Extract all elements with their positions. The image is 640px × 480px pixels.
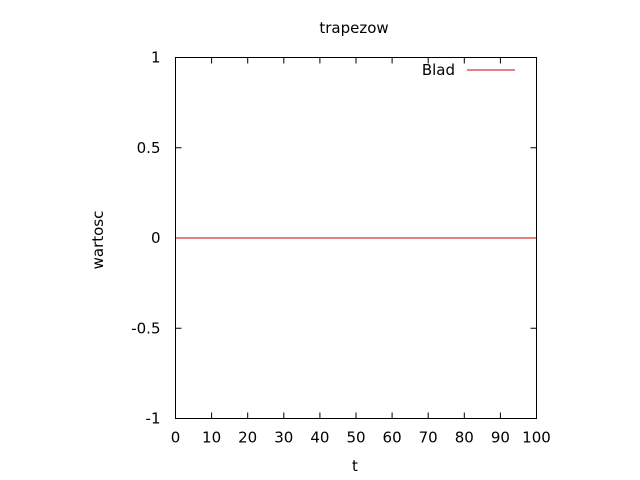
x-tick-label: 100 bbox=[522, 429, 551, 447]
legend-label-blad: Blad bbox=[422, 61, 455, 79]
y-ticks-layer: -1 -0.5 0 0.5 1 bbox=[131, 49, 537, 428]
x-tick-label: 20 bbox=[238, 429, 257, 447]
chart-title: trapezow bbox=[319, 19, 388, 37]
x-axis-label: t bbox=[352, 457, 358, 475]
x-tick-label: 30 bbox=[274, 429, 293, 447]
y-tick-label: -0.5 bbox=[131, 319, 160, 337]
y-tick-label: 0.5 bbox=[137, 139, 161, 157]
plot-frame bbox=[175, 57, 537, 419]
x-tick-label: 10 bbox=[202, 429, 221, 447]
x-tick-label: 80 bbox=[455, 429, 474, 447]
y-tick-label: 0 bbox=[151, 229, 161, 247]
x-tick-label: 0 bbox=[171, 429, 181, 447]
x-tick-label: 70 bbox=[419, 429, 438, 447]
legend: Blad bbox=[422, 61, 515, 79]
x-tick-label: 60 bbox=[383, 429, 402, 447]
y-tick-label: 1 bbox=[151, 49, 161, 67]
x-tick-label: 90 bbox=[491, 429, 510, 447]
x-tick-label: 40 bbox=[310, 429, 329, 447]
x-ticks-layer: 0 10 20 30 40 50 60 70 80 90 100 bbox=[171, 57, 551, 447]
x-tick-label: 50 bbox=[346, 429, 365, 447]
y-tick-label: -1 bbox=[146, 410, 161, 428]
y-axis-label: wartosc bbox=[89, 211, 107, 270]
